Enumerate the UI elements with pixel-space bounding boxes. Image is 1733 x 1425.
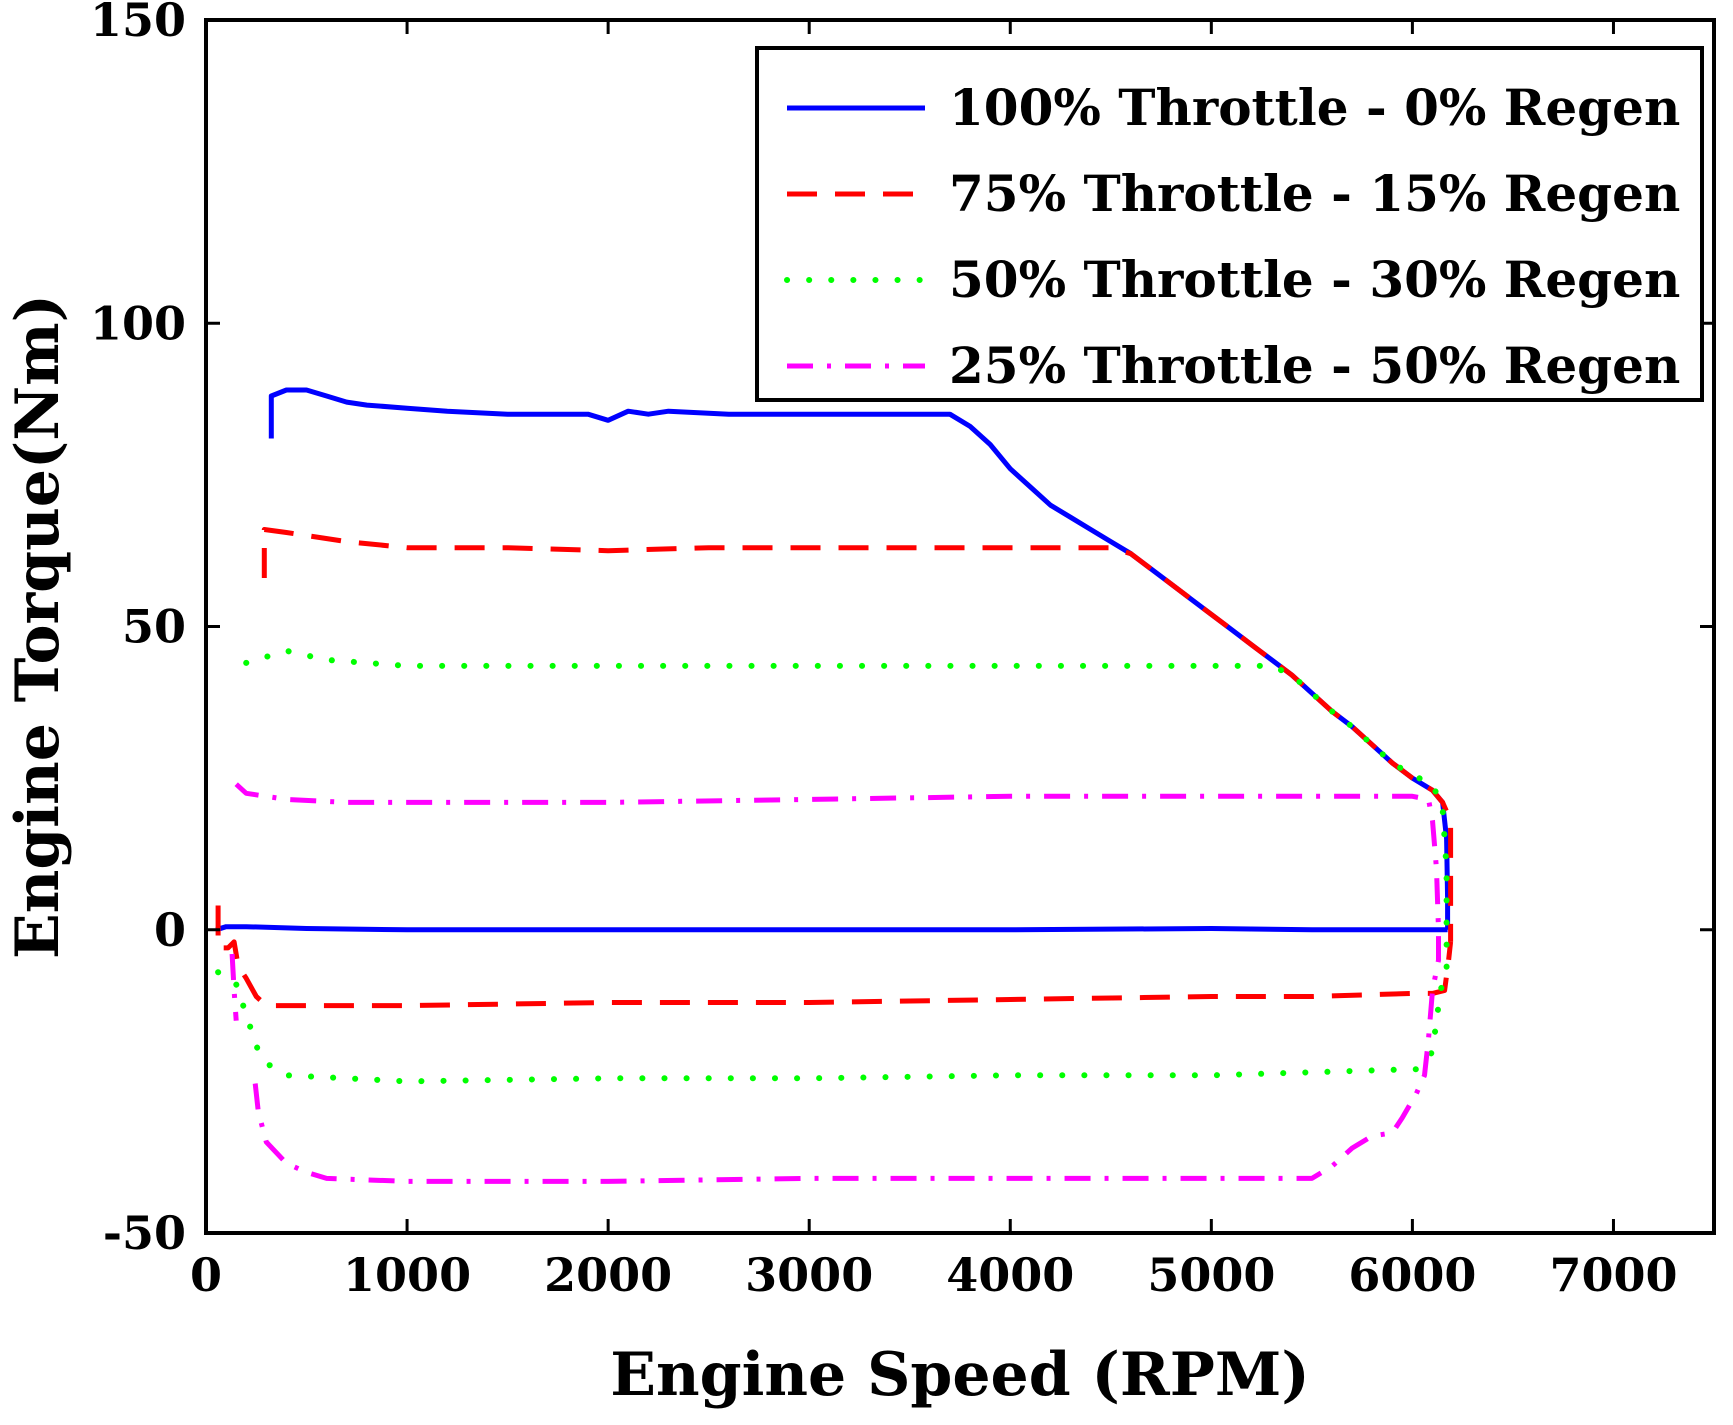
series-line	[229, 953, 239, 1021]
y-tick-label: 150	[90, 0, 186, 47]
axis-ticks	[204, 18, 1714, 1235]
y-tick-label: 50	[122, 600, 186, 654]
series-4-dashdot	[229, 782, 1441, 1184]
x-tick-label: 0	[190, 1248, 222, 1302]
series-line	[215, 924, 1448, 933]
x-tick-label: 6000	[1348, 1248, 1476, 1302]
series-3-dotted	[215, 647, 1450, 1085]
plot-area	[215, 387, 1454, 1184]
series-line	[234, 782, 1441, 1184]
x-tick-label: 3000	[745, 1248, 873, 1302]
legend-label: 100% Throttle - 0% Regen	[949, 78, 1680, 137]
series-line	[215, 969, 1426, 1085]
series-2-dashed	[215, 527, 1454, 1009]
legend-label: 50% Throttle - 30% Regen	[949, 250, 1680, 309]
legend-label: 75% Throttle - 15% Regen	[949, 164, 1680, 223]
x-tick-label: 7000	[1549, 1248, 1677, 1302]
y-tick-label: 0	[154, 903, 186, 957]
tick-labels: 0 1000 2000 3000 4000 5000 6000 7000-5005010015…	[90, 0, 1678, 1302]
series-line	[261, 527, 1454, 942]
x-axis-title: Engine Speed (RPM)	[610, 1340, 1309, 1410]
legend-label: 25% Throttle - 50% Regen	[949, 336, 1680, 395]
y-tick-label: -50	[103, 1206, 186, 1260]
series-line	[215, 905, 1454, 1009]
x-tick-label: 2000	[544, 1248, 672, 1302]
series-line	[243, 647, 1450, 1073]
x-tick-label: 1000	[343, 1248, 471, 1302]
x-tick-label: 4000	[946, 1248, 1074, 1302]
y-tick-label: 100	[90, 296, 186, 350]
x-tick-label: 5000	[1147, 1248, 1275, 1302]
legend: 100% Throttle - 0% Regen 75% Throttle - 1…	[755, 46, 1704, 402]
y-axis-title: Engine Torque(Nm)	[3, 294, 73, 959]
